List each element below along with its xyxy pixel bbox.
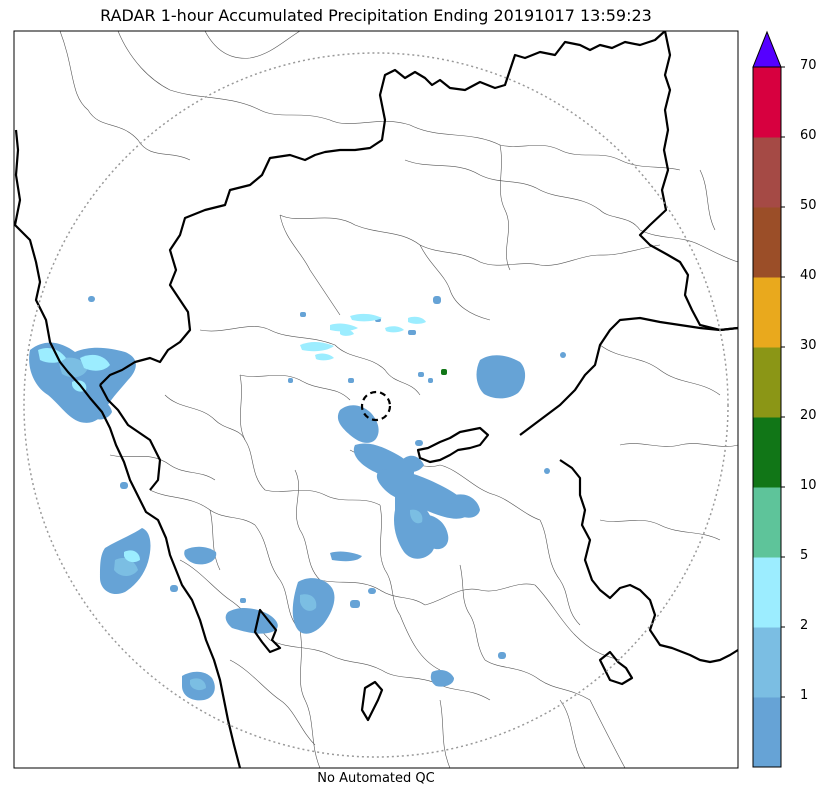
enclave-2	[360, 680, 384, 722]
state-border-east	[638, 31, 738, 332]
colorbar-tick-label: 5	[800, 548, 809, 563]
qc-status-label: No Automated QC	[317, 771, 435, 786]
colorbar-tick-label: 10	[800, 478, 817, 493]
state-border-se	[519, 316, 738, 436]
colorbar-tick-label: 20	[800, 408, 817, 423]
colorbar-bin-3	[753, 557, 781, 628]
colorbar-bin-1	[753, 697, 781, 768]
colorbar-extend-arrow	[752, 30, 782, 68]
map-frame-bg	[14, 31, 738, 768]
colorbar-bin-2	[753, 627, 781, 698]
enclave-3	[598, 650, 634, 686]
coastline	[14, 129, 242, 768]
colorbar	[753, 66, 785, 768]
range-ring	[23, 52, 729, 758]
colorbar-tick-label: 70	[800, 58, 817, 73]
precip-mid	[58, 357, 423, 691]
state-border-south-west	[99, 384, 162, 491]
radar-site-marker	[360, 390, 392, 422]
colorbar-tick-label: 60	[800, 128, 817, 143]
colorbar-tick-label: 50	[800, 198, 817, 213]
colorbar-bin-8	[753, 207, 781, 278]
precip-green	[441, 369, 447, 375]
colorbar-bin-7	[753, 277, 781, 348]
map-frame	[13, 30, 739, 769]
colorbar-frame	[752, 66, 782, 768]
state-border-west	[99, 31, 666, 386]
colorbar-bin-9	[753, 137, 781, 208]
enclave-1	[253, 608, 282, 654]
colorbar-bin-6	[753, 347, 781, 418]
colorbar-tick-label: 40	[800, 268, 817, 283]
colorbar-bin-10	[753, 67, 781, 138]
state-border-central	[416, 426, 490, 464]
colorbar-tick-label: 1	[800, 688, 809, 703]
precip-cyan	[38, 313, 426, 563]
colorbar-tick-label: 30	[800, 338, 817, 353]
colorbar-bin-5	[753, 417, 781, 488]
colorbar-bin-4	[753, 487, 781, 558]
state-border-se-lower	[559, 459, 738, 664]
map-title: RADAR 1-hour Accumulated Precipitation E…	[100, 6, 652, 25]
state-boundaries	[14, 31, 738, 768]
colorbar-tick-label: 2	[800, 618, 809, 633]
